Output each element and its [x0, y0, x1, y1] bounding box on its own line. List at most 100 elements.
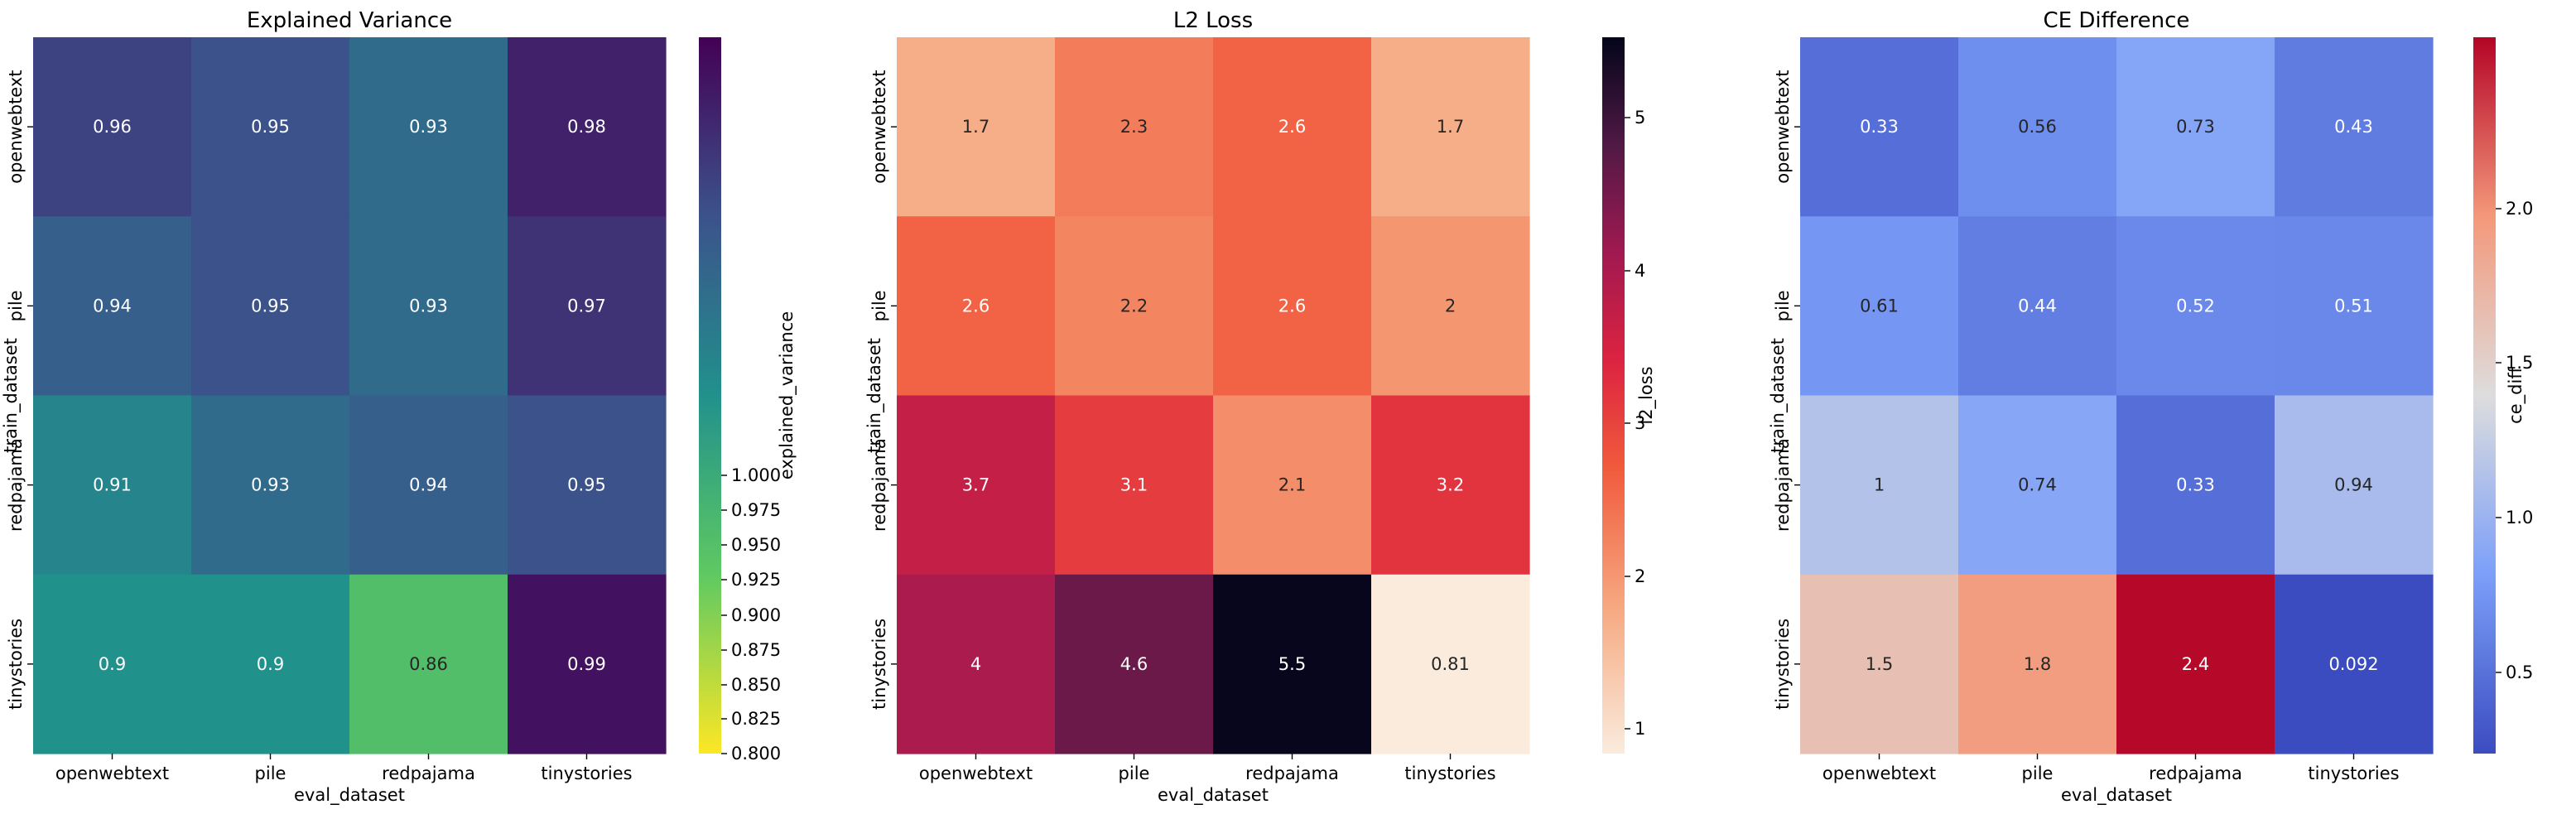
y-tick-label: tinystories [6, 619, 26, 710]
heatmap-cell [1958, 395, 2117, 576]
colorbar-tick-label: 0.950 [731, 535, 781, 555]
y-axis-label: train_dataset [1, 338, 22, 453]
cell-value-label: 0.91 [93, 475, 132, 495]
heatmap-cell [191, 574, 350, 754]
y-tick-label: redpajama [1773, 438, 1793, 532]
heatmap-cell [1055, 216, 1214, 397]
x-axis-label: eval_dataset [2061, 785, 2172, 806]
y-tick-label: pile [1773, 290, 1793, 321]
heatmap-cell [1213, 395, 1372, 576]
cell-value-label: 2 [1445, 296, 1456, 316]
x-tick-label: openwebtext [919, 764, 1033, 783]
heatmap-cell [1055, 395, 1214, 576]
colorbar-label: explained_variance [777, 311, 797, 479]
x-tick-label: redpajama [1245, 764, 1339, 783]
heatmap-panel-2: L2 Loss 1.7 2.3 2.6 1.7 2.6 2.2 2.6 2 3.7 3.1 2.1 3.… [864, 8, 1657, 806]
cell-value-label: 0.51 [2334, 296, 2373, 316]
cell-value-label: 2.6 [962, 296, 989, 316]
heatmap-cell [33, 216, 192, 397]
y-tick-label: openwebtext [1773, 70, 1793, 183]
cell-value-label: 2.6 [1278, 117, 1306, 137]
cell-value-label: 0.9 [257, 654, 284, 674]
cell-value-label: 0.93 [409, 296, 448, 316]
cell-value-label: 3.1 [1120, 475, 1148, 495]
x-tick-label: redpajama [382, 764, 475, 783]
y-tick-label: redpajama [6, 438, 26, 532]
colorbar [1602, 37, 1625, 754]
cell-value-label: 0.95 [251, 296, 290, 316]
cell-value-label: 0.73 [2176, 117, 2215, 137]
heatmap-cell [1371, 574, 1530, 754]
x-tick-label: tinystories [1404, 764, 1495, 783]
heatmap-cell [2116, 574, 2275, 754]
heatmap-cell [1371, 37, 1530, 217]
heatmap-cell [1958, 216, 2117, 397]
x-tick-label: tinystories [541, 764, 632, 783]
colorbar-tick-label: 0.900 [731, 605, 781, 625]
heatmap-cell [2116, 37, 2275, 217]
heatmap-cell [191, 395, 350, 576]
heatmap-cell [1800, 574, 1959, 754]
heatmap-panel-3: CE Difference 0.33 0.56 0.73 0.43 0.61 0.44 0.5… [1768, 8, 2533, 806]
heatmap-cell [349, 37, 508, 217]
cell-value-label: 0.93 [251, 475, 290, 495]
y-tick-label: redpajama [869, 438, 889, 532]
cell-value-label: 0.94 [2334, 475, 2373, 495]
cell-value-label: 1.7 [962, 117, 989, 137]
colorbar-tick-label: 1.0 [2506, 508, 2533, 528]
colorbar-label: ce_diff [2506, 367, 2526, 424]
cell-value-label: 0.33 [1860, 117, 1899, 137]
colorbar-tick-label: 3 [1635, 413, 1645, 433]
x-tick-label: tinystories [2308, 764, 2399, 783]
colorbar-tick-label: 5 [1635, 108, 1645, 128]
cell-value-label: 0.94 [409, 475, 448, 495]
cell-value-label: 0.86 [409, 654, 448, 674]
heatmap-cell [1371, 216, 1530, 397]
x-tick-label: openwebtext [1822, 764, 1936, 783]
heatmap-panel-1: Explained Variance 0.96 0.95 0.93 0.98 0.94 0.… [1, 8, 797, 806]
cell-value-label: 3.7 [962, 475, 989, 495]
colorbar [699, 37, 721, 754]
heatmap-cell [1800, 37, 1959, 217]
cell-value-label: 0.56 [2018, 117, 2057, 137]
cell-value-label: 0.81 [1431, 654, 1470, 674]
colorbar-tick-label: 1.000 [731, 465, 781, 485]
colorbar-tick-label: 2.0 [2506, 199, 2533, 219]
cell-value-label: 0.93 [409, 117, 448, 137]
heatmap-cell [33, 37, 192, 217]
chart-title: Explained Variance [247, 8, 452, 33]
heatmap-cell [1213, 216, 1372, 397]
cell-value-label: 0.52 [2176, 296, 2215, 316]
y-tick-label: pile [6, 290, 26, 321]
x-tick-label: pile [2022, 764, 2054, 783]
y-tick-label: openwebtext [869, 70, 889, 183]
cell-value-label: 5.5 [1278, 654, 1306, 674]
heatmap-cell [2275, 574, 2434, 754]
x-tick-label: openwebtext [55, 764, 169, 783]
cell-value-label: 2.6 [1278, 296, 1306, 316]
cell-value-label: 0.74 [2018, 475, 2057, 495]
heatmap-cell [1213, 37, 1372, 217]
cell-value-label: 2.4 [2182, 654, 2209, 674]
x-tick-label: redpajama [2149, 764, 2242, 783]
y-tick-label: tinystories [869, 619, 889, 710]
heatmap-cell [508, 395, 667, 576]
x-tick-label: pile [1119, 764, 1150, 783]
heatmap-cell [897, 574, 1056, 754]
cell-value-label: 0.43 [2334, 117, 2373, 137]
y-axis-label: train_dataset [1768, 338, 1789, 453]
heatmap-cell [33, 395, 192, 576]
colorbar-tick-label: 1 [1635, 719, 1645, 739]
chart-title: CE Difference [2044, 8, 2190, 33]
x-axis-label: eval_dataset [1158, 785, 1269, 806]
chart-title: L2 Loss [1173, 8, 1253, 33]
heatmap-cell [33, 574, 192, 754]
heatmap-cell [349, 574, 508, 754]
heatmap-cell [1213, 574, 1372, 754]
cell-value-label: 0.94 [93, 296, 132, 316]
colorbar-tick-label: 4 [1635, 261, 1645, 281]
cell-value-label: 0.9 [99, 654, 126, 674]
x-tick-label: pile [255, 764, 286, 783]
cell-value-label: 0.95 [251, 117, 290, 137]
cell-value-label: 0.98 [567, 117, 606, 137]
